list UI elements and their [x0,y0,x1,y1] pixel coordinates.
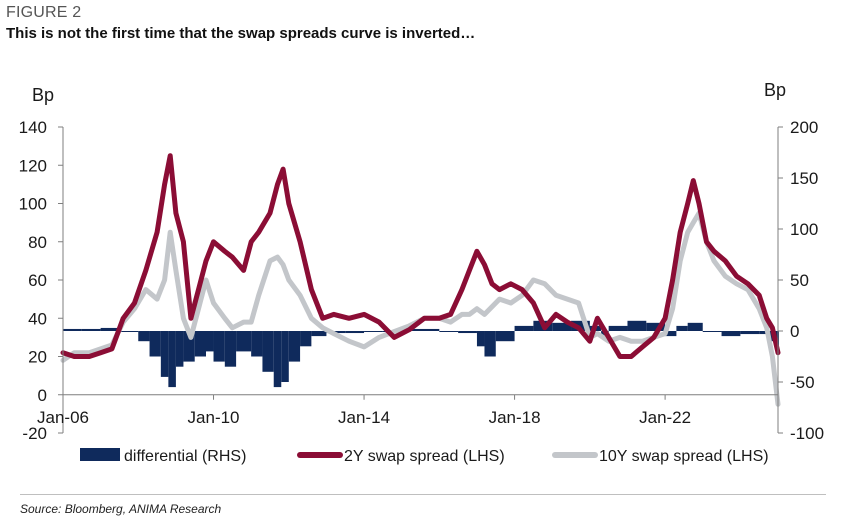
legend-ten-year: 10Y swap spread (LHS) [552,448,769,465]
differential-bar [740,331,760,335]
differential-bar [458,331,477,334]
differential-bar [281,331,289,382]
right-tick-label: 200 [790,118,818,137]
differential-bar [224,331,237,367]
differential-bar [183,331,195,362]
differential-bar [495,331,515,342]
left-tick-label: -20 [22,424,47,443]
left-tick-label: 100 [19,195,47,214]
differential-bar [160,331,169,377]
differential-bar [646,322,666,331]
differential-bar [262,331,274,372]
differential-bar [665,331,677,337]
x-tick-label: Jan-06 [37,408,89,427]
left-axis-unit: Bp [32,85,54,105]
left-tick-label: 80 [28,233,47,252]
legend-label: differential (RHS) [124,448,246,465]
chart-title: This is not the first time that the swap… [6,25,476,42]
differential-bar [273,331,282,388]
right-tick-label: 50 [790,271,809,290]
differential-bar [63,328,82,331]
right-axis-unit: Bp [764,80,786,100]
differential-bar [687,322,703,331]
legend-two-year: 2Y swap spread (LHS) [297,448,505,465]
right-tick-label: -100 [790,424,824,443]
legend-swatch [80,448,120,461]
swap-spread-chart: Bp Bp -20 0 20 40 60 80 100 120 140 -100 -50 0 50 100… [19,80,824,465]
differential-bar [484,331,496,357]
left-tick-label: 20 [28,348,47,367]
footer-divider [20,494,826,495]
x-tick-label: Jan-18 [489,408,541,427]
spread-lines [60,153,781,407]
differential-bars [63,320,779,388]
x-tick-label: Jan-22 [639,408,691,427]
differential-bar [571,320,590,331]
differential-bar [175,331,184,367]
right-tick-label: 150 [790,169,818,188]
differential-bar [236,331,252,352]
differential-bar [608,325,628,331]
differential-bar [138,331,150,342]
differential-bar [627,320,647,331]
legend-label: 10Y swap spread (LHS) [599,448,769,465]
right-tick-label: 100 [790,220,818,239]
differential-bar [288,331,301,362]
x-tick-label: Jan-14 [338,408,390,427]
left-tick-label: 60 [28,271,47,290]
figure-label: FIGURE 2 [6,4,82,21]
differential-bar [552,322,572,331]
right-tick-label: 0 [790,322,799,341]
source-note: Source: Bloomberg, ANIMA Research [20,502,222,516]
legend-differential: differential (RHS) [80,448,246,465]
x-tick-label: Jan-10 [188,408,240,427]
differential-bar [213,331,225,362]
legend: differential (RHS) 2Y swap spread (LHS) 10… [80,448,769,465]
right-tick-label: -50 [790,373,815,392]
differential-bar [206,331,214,352]
differential-bar [721,331,741,337]
differential-bar [345,331,365,334]
differential-bar [100,327,120,331]
left-tick-label: 140 [19,118,47,137]
legend-label: 2Y swap spread (LHS) [344,448,505,465]
differential-bar [514,325,534,331]
differential-bar [759,331,771,335]
differential-bar [476,331,485,347]
differential-bar [420,328,440,331]
differential-bar [119,331,139,332]
differential-bar [81,328,101,331]
differential-bar [300,331,312,347]
left-tick-label: 0 [38,386,47,405]
differential-bar [194,331,206,357]
two-year-spread-line [60,153,781,359]
differential-bar [439,331,459,332]
differential-bar [311,331,327,337]
differential-bar [251,331,263,357]
left-tick-label: 40 [28,309,47,328]
differential-bar [168,331,176,388]
axes: -20 0 20 40 60 80 100 120 140 -100 -50 0 50 100 150 200… [19,118,824,443]
differential-bar [149,331,161,357]
differential-bar [676,325,688,331]
left-tick-label: 120 [19,156,47,175]
differential-bar [364,331,383,332]
differential-bar [702,331,722,332]
